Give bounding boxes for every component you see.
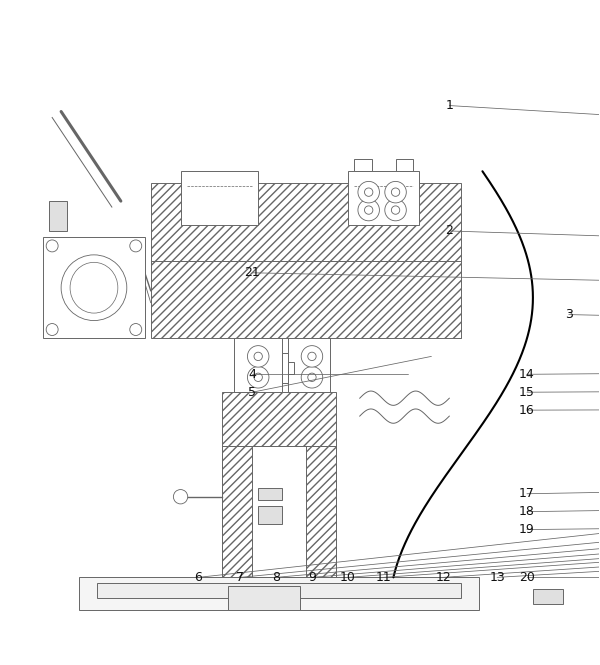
Circle shape	[301, 366, 323, 388]
Bar	[49, 201, 67, 231]
Bar	[181, 172, 258, 225]
Circle shape	[385, 200, 406, 221]
Text: 17: 17	[519, 487, 535, 500]
Bar	[97, 583, 461, 598]
Text: 8: 8	[272, 571, 280, 584]
Bar	[288, 338, 330, 392]
Circle shape	[365, 206, 373, 214]
Bar	[288, 362, 294, 374]
Bar	[151, 183, 461, 261]
Bar	[79, 577, 479, 610]
Bar	[258, 488, 282, 499]
Bar	[223, 446, 252, 577]
Text: 21: 21	[244, 266, 260, 279]
Bar	[395, 160, 413, 172]
Circle shape	[61, 255, 127, 321]
Bar	[229, 587, 300, 610]
Bar	[354, 160, 371, 172]
Text: 2: 2	[445, 225, 453, 237]
Text: 4: 4	[248, 368, 256, 381]
Bar	[235, 338, 282, 392]
Bar	[252, 446, 306, 577]
Circle shape	[130, 240, 142, 252]
Text: 13: 13	[489, 571, 505, 584]
Bar	[348, 172, 419, 225]
Bar	[282, 353, 288, 383]
Circle shape	[173, 489, 188, 504]
Circle shape	[130, 324, 142, 335]
Circle shape	[308, 373, 316, 382]
Text: 15: 15	[519, 386, 535, 399]
Text: 11: 11	[376, 571, 391, 584]
Bar	[43, 237, 145, 338]
Text: 19: 19	[519, 523, 535, 536]
Circle shape	[391, 188, 400, 196]
Text: 5: 5	[248, 386, 256, 399]
Text: 7: 7	[236, 571, 244, 584]
Circle shape	[254, 373, 262, 382]
Text: 10: 10	[340, 571, 356, 584]
Text: 18: 18	[519, 505, 535, 518]
Circle shape	[46, 240, 58, 252]
Circle shape	[385, 182, 406, 203]
Circle shape	[254, 352, 262, 360]
Text: 1: 1	[445, 99, 453, 112]
Circle shape	[358, 182, 379, 203]
Text: 9: 9	[308, 571, 316, 584]
Circle shape	[391, 206, 400, 214]
Text: 3: 3	[565, 308, 572, 321]
Circle shape	[247, 366, 269, 388]
Text: 20: 20	[519, 571, 535, 584]
Bar	[235, 174, 255, 222]
Circle shape	[365, 188, 373, 196]
Text: 6: 6	[194, 571, 202, 584]
Circle shape	[308, 352, 316, 360]
Circle shape	[301, 346, 323, 367]
Text: 14: 14	[519, 368, 535, 381]
Bar	[533, 589, 563, 604]
Bar	[223, 446, 336, 577]
Bar	[184, 174, 205, 222]
Circle shape	[46, 324, 58, 335]
Text: 12: 12	[436, 571, 451, 584]
Ellipse shape	[70, 262, 118, 313]
Bar	[258, 505, 282, 523]
Bar	[151, 261, 461, 338]
Bar	[223, 392, 336, 446]
Text: 16: 16	[519, 404, 535, 417]
Circle shape	[247, 346, 269, 367]
Bar	[306, 446, 336, 577]
Circle shape	[358, 200, 379, 221]
